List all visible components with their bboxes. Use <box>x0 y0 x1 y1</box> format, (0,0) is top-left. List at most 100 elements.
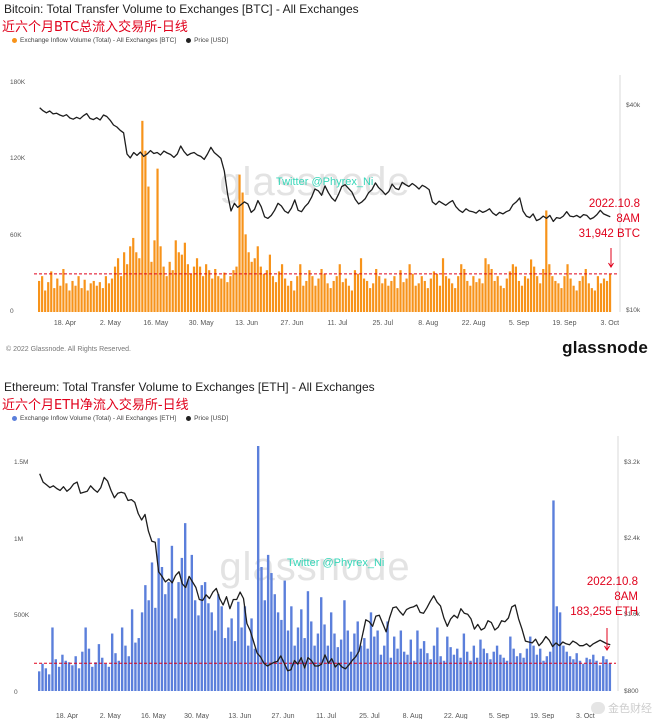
btc-volume-bar <box>338 264 341 312</box>
btc-volume-bar <box>441 258 445 312</box>
btc-volume-bar <box>44 290 47 312</box>
eth-twitter-handle: Twitter @Phyrex_Ni <box>287 557 384 569</box>
eth-volume-bar <box>588 659 592 691</box>
eth-x-tick-label: 11. Jul <box>316 713 337 719</box>
btc-volume-bar <box>208 270 211 312</box>
eth-volume-bar <box>495 645 499 691</box>
eth-left-tick-label: 1M <box>14 536 23 543</box>
btc-volume-bar <box>280 264 284 312</box>
eth-volume-bar <box>608 663 612 691</box>
btc-volume-bar <box>65 283 68 312</box>
btc-volume-bar <box>244 234 247 312</box>
eth-volume-bar <box>565 651 568 691</box>
btc-volume-bar <box>162 266 165 312</box>
eth-x-tick-label: 25. Jul <box>359 713 380 719</box>
btc-chart-subtitle: 近六个月BTC总流入交易所-日线 <box>2 20 188 35</box>
eth-right-tick-label: $800 <box>624 688 639 695</box>
eth-arrow-head-icon <box>604 645 610 651</box>
eth-volume-bar <box>124 645 127 691</box>
btc-volume-bar <box>89 283 92 312</box>
btc-volume-bar <box>177 252 180 312</box>
eth-volume-bar <box>120 627 124 691</box>
eth-volume-bar <box>81 651 84 691</box>
btc-volume-bar <box>159 246 162 312</box>
btc-volume-bar <box>375 268 378 312</box>
eth-volume-bar <box>91 666 94 691</box>
eth-x-tick-label: 19. Sep <box>530 713 554 719</box>
btc-volume-bar <box>205 264 208 312</box>
btc-left-tick-label: 0 <box>10 308 14 315</box>
btc-volume-bar <box>256 246 259 312</box>
btc-volume-bar <box>226 282 229 312</box>
btc-volume-bar <box>150 261 153 312</box>
btc-volume-bar <box>271 276 275 312</box>
btc-volume-bar <box>317 278 320 312</box>
eth-annotation-line-3: 183,255 ETH <box>570 606 638 618</box>
btc-volume-bar <box>530 259 533 312</box>
eth-volume-bar <box>260 566 263 691</box>
btc-volume-bar <box>563 276 566 312</box>
eth-legend: Exchange Inflow Volume (Total) - All Exc… <box>12 415 238 422</box>
eth-volume-bar <box>276 612 280 691</box>
eth-volume-bar <box>532 645 535 691</box>
eth-volume-bar <box>74 656 77 691</box>
eth-x-tick-label: 2. May <box>100 713 122 719</box>
btc-volume-bar <box>107 283 111 312</box>
eth-volume-bar <box>67 662 71 691</box>
btc-x-tick-label: 27. Jun <box>281 320 304 327</box>
eth-legend-price[interactable]: Price [USD] <box>186 415 228 422</box>
btc-volume-bar <box>53 288 56 312</box>
btc-volume-bar <box>232 270 235 312</box>
eth-volume-bar <box>104 663 107 691</box>
btc-volume-bar <box>417 283 420 312</box>
btc-volume-bar <box>399 270 402 312</box>
btc-price-line <box>39 107 611 223</box>
btc-legend-price[interactable]: Price [USD] <box>186 37 228 44</box>
eth-volume-bar <box>333 633 336 691</box>
eth-x-tick-label: 22. Aug <box>444 713 468 719</box>
eth-chart-title: Ethereum: Total Transfer Volume to Excha… <box>4 380 375 394</box>
eth-volume-bar <box>223 638 227 691</box>
eth-volume-bar <box>44 668 48 691</box>
btc-legend: Exchange Inflow Volume (Total) - All Exc… <box>12 37 238 44</box>
btc-volume-bar <box>153 240 156 312</box>
eth-x-tick-label: 18. Apr <box>56 713 79 719</box>
btc-volume-bar <box>220 278 223 312</box>
btc-volume-bar <box>520 285 524 312</box>
btc-volume-bar <box>68 290 71 312</box>
eth-volume-bar <box>160 566 164 691</box>
btc-volume-bar <box>517 280 521 312</box>
btc-volume-bar <box>323 273 326 312</box>
eth-volume-bar <box>320 597 323 691</box>
btc-chart-panel: Bitcoin: Total Transfer Volume to Exchan… <box>2 2 648 357</box>
btc-volume-bar <box>332 280 335 312</box>
btc-x-tick-label: 25. Jul <box>372 320 393 327</box>
btc-volume-bar <box>80 288 83 312</box>
btc-legend-volume[interactable]: Exchange Inflow Volume (Total) - All Exc… <box>12 37 176 44</box>
eth-volume-bar <box>605 659 608 691</box>
btc-x-tick-label: 8. Aug <box>418 320 438 327</box>
eth-volume-bar <box>346 630 349 691</box>
eth-volume-bar <box>456 648 459 691</box>
btc-legend-price-label: Price [USD] <box>194 37 229 44</box>
btc-volume-bar <box>83 279 86 312</box>
btc-volume-bar <box>526 278 530 312</box>
eth-volume-bar <box>422 641 426 691</box>
btc-volume-bar <box>101 288 104 312</box>
btc-volume-bar <box>566 264 569 312</box>
btc-volume-bar <box>372 283 375 312</box>
btc-volume-bar <box>599 283 603 312</box>
btc-volume-bar <box>168 261 171 312</box>
eth-volume-bar <box>326 645 330 691</box>
btc-volume-bar <box>432 271 435 312</box>
eth-volume-bar <box>595 660 598 691</box>
eth-volume-bar <box>207 603 210 691</box>
btc-volume-bar <box>475 282 478 312</box>
btc-volume-bar <box>484 258 487 312</box>
btc-volume-bar <box>384 278 387 312</box>
btc-volume-bar <box>393 276 396 312</box>
eth-legend-volume[interactable]: Exchange Inflow Volume (Total) - All Exc… <box>12 415 176 422</box>
btc-volume-bar <box>435 273 439 312</box>
btc-left-tick-label: 120K <box>10 155 26 162</box>
eth-volume-bar <box>522 657 525 691</box>
